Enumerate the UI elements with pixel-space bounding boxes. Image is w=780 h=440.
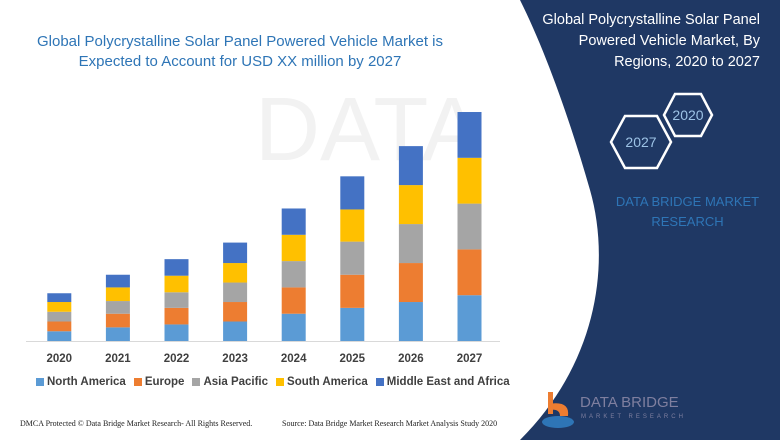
legend-label: Middle East and Africa (386, 376, 510, 388)
footer-source: Source: Data Bridge Market Research Mark… (282, 419, 498, 428)
x-tick-label: 2025 (340, 353, 366, 365)
legend-swatch (276, 378, 285, 386)
bar-segment-2027-0 (457, 295, 482, 341)
watermark-icon: DATA (255, 80, 482, 180)
bar-segment-2027-4 (457, 112, 482, 158)
legend-label: Asia Pacific (203, 376, 269, 388)
bar-segment-2021-4 (105, 274, 130, 288)
legend-label: North America (47, 376, 126, 388)
bar-segment-2025-2 (340, 241, 365, 275)
x-tick-label: 2021 (105, 353, 131, 365)
bar-segment-2023-4 (223, 242, 248, 264)
footer-copyright: DMCA Protected © Data Bridge Market Rese… (20, 419, 253, 428)
bar-segment-2022-0 (164, 324, 189, 341)
bar-segment-2020-0 (47, 331, 72, 341)
bar-segment-2020-2 (47, 311, 72, 322)
bar-segment-2022-2 (164, 292, 189, 308)
stacked-bar-chart: 2020 2021 2022 2023 2024 2025 2026 2027 (26, 112, 500, 365)
logo: DATA BRIDGE MARKET RESEARCH (540, 390, 683, 435)
hexagon-2027: 2027 (609, 114, 673, 170)
bar-segment-2022-1 (164, 307, 189, 325)
bar-segment-2025-4 (340, 176, 365, 210)
bar-segment-2027-3 (457, 157, 482, 204)
bar-segment-2022-3 (164, 275, 189, 293)
logo-text: DATA BRIDGE (580, 394, 679, 411)
bar-segment-2023-3 (223, 263, 248, 283)
legend-item: Asia Pacific (192, 376, 268, 388)
bar-segment-2020-3 (47, 302, 72, 312)
bar-segment-2026-3 (398, 185, 423, 225)
legend-item: Europe (133, 376, 185, 388)
legend-swatch (375, 378, 384, 386)
bar-segment-2021-2 (105, 301, 130, 314)
x-tick-label: 2023 (222, 353, 248, 365)
bar-segment-2020-4 (47, 293, 72, 303)
x-tick-label: 2027 (457, 353, 483, 365)
bar-segment-2022-4 (164, 259, 189, 276)
logo-subtext: MARKET RESEARCH (581, 414, 686, 420)
legend-item: North America (36, 376, 126, 388)
bar-segment-2026-0 (398, 302, 423, 341)
side-panel-title: Global Polycrystalline Solar Panel Power… (542, 12, 760, 70)
bar-segment-2026-1 (398, 263, 423, 303)
bar-segment-2026-2 (398, 224, 423, 264)
brand-text: DATA BRIDGE MARKET RESEARCH (615, 194, 760, 229)
page-title: Global Polycrystalline Solar Panel Power… (36, 33, 444, 70)
x-tick-label: 2024 (281, 353, 307, 365)
legend-label: South America (287, 376, 368, 388)
legend-item: Middle East and Africa (375, 376, 510, 388)
x-tick-label: 2026 (398, 353, 424, 365)
legend-swatch (192, 378, 201, 386)
bar-segment-2024-0 (281, 313, 306, 341)
hexagon-2020: 2020 (662, 92, 714, 138)
bar-segment-2023-1 (223, 302, 248, 322)
bar-segment-2027-1 (457, 249, 482, 296)
bar-segment-2024-1 (281, 287, 306, 314)
bar-segment-2027-2 (457, 203, 482, 250)
hex-start-label: 2020 (672, 107, 704, 123)
bar-segment-2021-1 (105, 313, 130, 328)
logo-icon (542, 392, 574, 428)
bar-segment-2026-4 (398, 146, 423, 186)
bar-segment-2025-0 (340, 307, 365, 341)
bar-segment-2023-0 (223, 321, 248, 341)
bar-segment-2021-3 (105, 287, 130, 302)
bar-segment-2025-1 (340, 274, 365, 308)
legend-swatch (133, 378, 142, 386)
chart-legend: North America Europe Asia Pacific South Ame… (36, 376, 510, 388)
bar-segment-2024-3 (281, 234, 306, 262)
bar-segment-2025-3 (340, 209, 365, 242)
bar-segment-2024-4 (281, 208, 306, 235)
legend-label: Europe (144, 376, 185, 388)
x-tick-label: 2020 (47, 353, 73, 365)
x-tick-label: 2022 (164, 353, 190, 365)
bar-segment-2023-2 (223, 282, 248, 303)
legend-swatch (36, 378, 44, 386)
legend-item: South America (276, 376, 368, 388)
bar-segment-2020-1 (47, 321, 72, 332)
side-panel-shape (520, 0, 780, 440)
bar-segment-2024-2 (281, 261, 306, 288)
hex-end-label: 2027 (625, 134, 657, 150)
bar-segment-2021-0 (105, 327, 130, 341)
